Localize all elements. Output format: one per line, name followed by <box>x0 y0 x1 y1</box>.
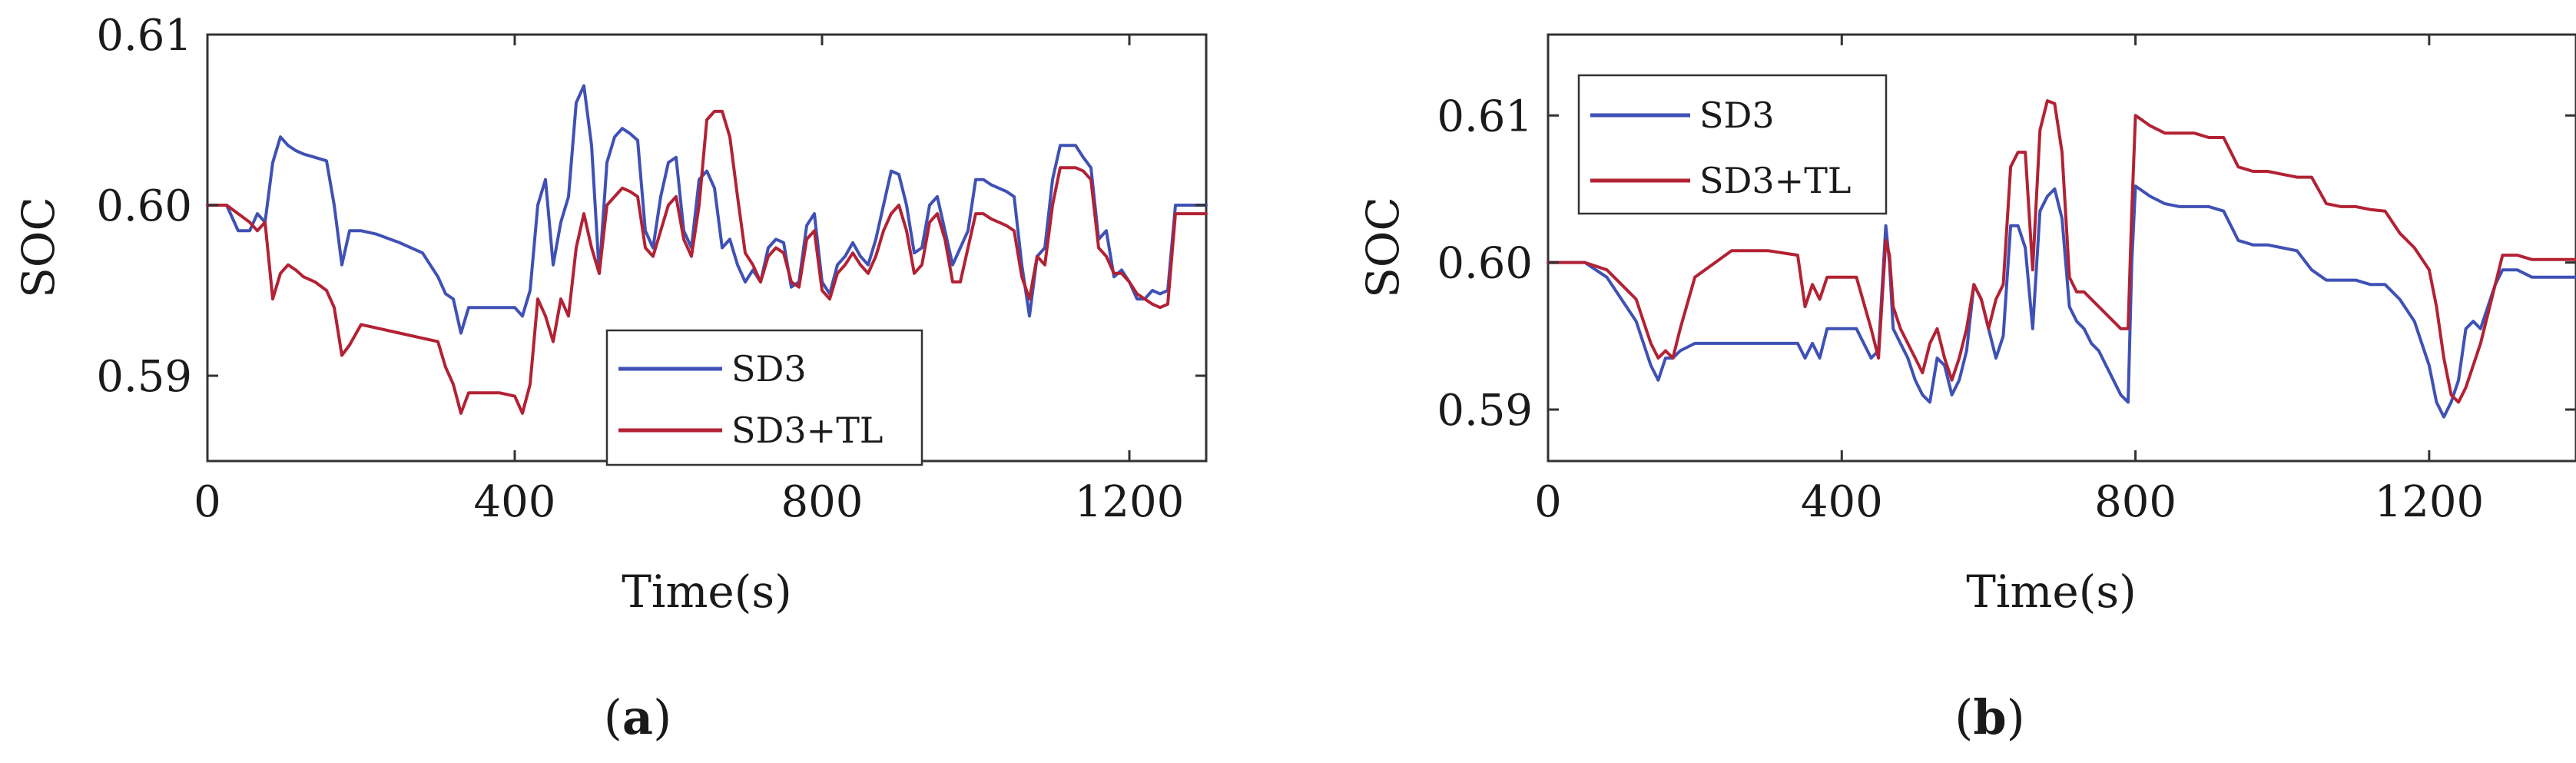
legend-b: SD3 SD3+TL <box>1577 74 1888 215</box>
x-tick-label: 800 <box>781 477 864 527</box>
series-line-sd3 <box>1547 184 2576 419</box>
caption-a-close: ) <box>653 689 671 745</box>
x-tick-label: 1200 <box>2375 477 2485 527</box>
caption-a-label: a <box>622 689 653 745</box>
legend-label-sd3-b: SD3 <box>1699 95 1775 136</box>
series-line-sd3-tl <box>1547 99 2576 404</box>
x-tick-label: 400 <box>474 477 556 527</box>
y-ticks-b: 0.59 0.60 0.61 <box>1437 91 2576 436</box>
y-tick-label: 0.61 <box>96 11 192 61</box>
series-group-b <box>1547 99 2576 419</box>
x-tick-label: 0 <box>1534 477 1562 527</box>
series-group-a <box>206 84 1208 415</box>
x-ticks-b: 0 400 800 1200 <box>1534 35 2484 527</box>
legend-a: SD3 SD3+TL <box>605 329 923 466</box>
legend-box-b <box>1577 74 1888 215</box>
x-tick-label: 1200 <box>1075 477 1185 527</box>
caption-b: (b) <box>1954 689 2025 745</box>
x-tick-label: 800 <box>2094 477 2177 527</box>
x-ticks-a: 0 400 800 1200 <box>194 35 1184 527</box>
y-tick-label: 0.59 <box>1437 386 1533 436</box>
y-tick-label: 0.59 <box>96 352 192 402</box>
legend-label-sd3-a: SD3 <box>731 348 807 390</box>
caption-a-open: ( <box>604 689 622 745</box>
y-axis-label-a: SOC <box>12 197 65 298</box>
legend-label-sd3tl-b: SD3+TL <box>1699 160 1851 201</box>
y-axis-label-b: SOC <box>1357 197 1409 298</box>
legend-box-a <box>605 329 923 466</box>
y-tick-label: 0.61 <box>1437 91 1533 141</box>
x-tick-label: 0 <box>194 477 221 527</box>
legend-label-sd3tl-a: SD3+TL <box>731 410 883 451</box>
caption-b-label: b <box>1973 689 2006 745</box>
x-axis-label-a: Time(s) <box>622 566 792 618</box>
x-tick-label: 400 <box>1801 477 1883 527</box>
caption-b-open: ( <box>1954 689 1973 745</box>
x-axis-label-b: Time(s) <box>1966 566 2137 618</box>
panel-a: 0 400 800 1200 0.59 0.60 0.61 Time(s) SOC SD3… <box>12 11 1208 618</box>
caption-b-close: ) <box>2007 689 2025 745</box>
y-tick-label: 0.60 <box>96 181 192 231</box>
caption-a: (a) <box>604 689 672 745</box>
panel-b: 0 400 800 1200 0.59 0.60 0.61 Time(s) SOC SD3… <box>1357 33 2576 618</box>
y-ticks-a: 0.59 0.60 0.61 <box>96 11 1206 402</box>
series-line-sd3-tl <box>206 109 1208 415</box>
y-tick-label: 0.60 <box>1437 239 1533 289</box>
